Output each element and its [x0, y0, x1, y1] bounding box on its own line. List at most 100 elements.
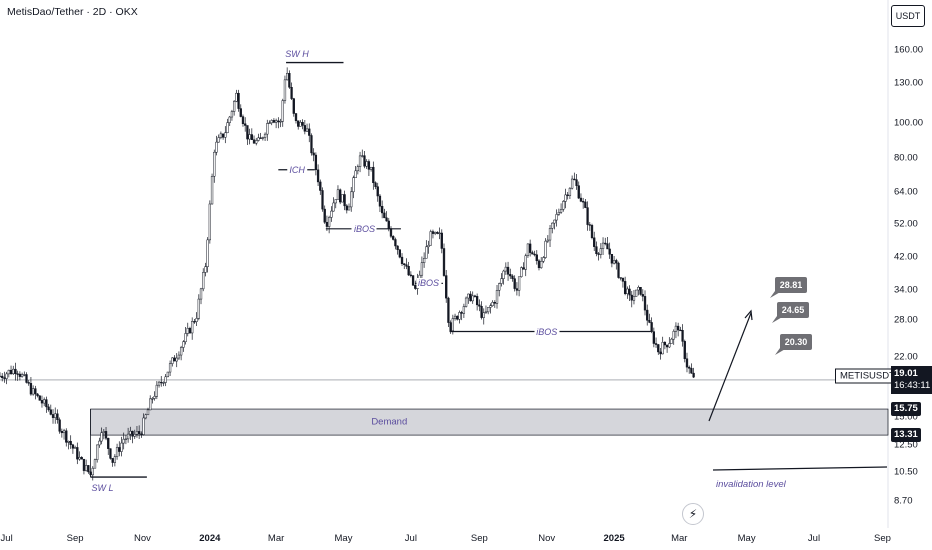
swing-high-label: SW H: [285, 48, 309, 59]
candle-body: [458, 312, 461, 320]
candle-body: [319, 181, 322, 191]
candle-body: [577, 185, 580, 199]
candle-body: [113, 456, 117, 463]
candle-body: [553, 219, 556, 224]
x-tick-label: Sep: [66, 533, 84, 544]
candle-body: [612, 260, 616, 264]
y-tick-label: 22.00: [894, 351, 918, 363]
candle-body: [184, 333, 187, 343]
candle-body: [171, 357, 174, 364]
candle-body: [482, 312, 485, 318]
flash-icon[interactable]: ⚡︎: [682, 503, 704, 525]
candle-body: [400, 256, 404, 264]
candle-body: [294, 113, 298, 121]
candle-body: [643, 296, 647, 311]
candle-body: [648, 320, 651, 323]
candle-body: [429, 231, 432, 246]
projection-arrow-shaft: [708, 312, 752, 422]
candle-body: [396, 245, 399, 250]
candle-body: [191, 321, 194, 334]
candle-body: [374, 182, 377, 187]
candle-body: [372, 166, 375, 184]
candle-body: [502, 270, 505, 279]
candle-body: [688, 366, 691, 369]
candle-body: [153, 396, 156, 399]
candle-body: [268, 122, 271, 124]
candle-body: [261, 137, 265, 139]
candle-body: [255, 140, 258, 144]
candle-body: [557, 212, 561, 215]
candle-body: [69, 440, 72, 445]
candle-body: [155, 384, 158, 397]
x-tick-label: 2024: [199, 533, 221, 544]
candle-body: [49, 409, 52, 415]
candle-body: [120, 442, 123, 452]
x-tick-label: 2025: [603, 533, 625, 544]
candle-body: [308, 128, 311, 136]
candle-body: [522, 267, 525, 270]
candle-body: [164, 376, 167, 383]
candle-body: [195, 318, 198, 322]
candle-body: [586, 207, 589, 225]
candle-body: [478, 304, 481, 307]
x-tick-label: Nov: [134, 533, 151, 544]
candle-body: [456, 315, 459, 320]
candle-body: [175, 357, 178, 362]
candle-body: [224, 132, 227, 138]
candle-body: [12, 368, 15, 375]
candle-body: [206, 239, 209, 267]
currency-button[interactable]: USDT: [891, 5, 925, 27]
candle-body: [330, 210, 333, 218]
chart-title: MetisDao/Tether · 2D · OKX: [7, 6, 138, 18]
candle-body: [515, 288, 519, 291]
candle-body: [96, 444, 99, 460]
candle-body: [449, 322, 452, 332]
candle-body: [45, 399, 48, 408]
candle-body: [354, 170, 357, 179]
candle-body: [540, 261, 543, 269]
candle-body: [511, 275, 514, 279]
candle-body: [115, 447, 119, 457]
candle-body: [385, 217, 388, 222]
candle-body: [555, 214, 558, 221]
candle-body: [411, 275, 415, 286]
candle-body: [657, 344, 660, 353]
candle-body: [531, 252, 534, 255]
candle-body: [14, 368, 17, 375]
candle-body: [51, 414, 55, 418]
candle-body: [109, 448, 112, 459]
candle-body: [635, 289, 638, 297]
candle-body: [683, 341, 686, 360]
candle-body: [661, 341, 664, 355]
candle-body: [451, 318, 454, 332]
candle-body: [228, 116, 231, 123]
candle-body: [177, 354, 181, 359]
candle-body: [124, 438, 128, 440]
candle-body: [160, 381, 163, 384]
candle-body: [283, 79, 287, 101]
candle-body: [358, 155, 362, 167]
candle-body: [453, 315, 457, 319]
candle-body: [241, 116, 245, 125]
candle-body: [504, 266, 508, 272]
candle-body: [279, 121, 282, 123]
candle-body: [84, 465, 88, 471]
candle-body: [27, 382, 30, 384]
candle-body: [593, 237, 596, 247]
candle-body: [9, 369, 13, 375]
candle-body: [80, 457, 83, 460]
candle-body: [420, 262, 424, 276]
y-tick-label: 10.50: [894, 466, 918, 478]
candle-body: [325, 221, 329, 227]
candle-body: [29, 383, 33, 395]
candle-body: [7, 369, 10, 375]
candle-body: [179, 347, 183, 356]
candle-body: [639, 286, 642, 295]
candle-body: [248, 134, 251, 140]
candle-body: [263, 133, 267, 138]
candle-body: [16, 373, 19, 375]
candle-body: [398, 249, 401, 258]
demand-high-tag: 15.75: [891, 402, 921, 417]
candle-body: [58, 419, 61, 432]
